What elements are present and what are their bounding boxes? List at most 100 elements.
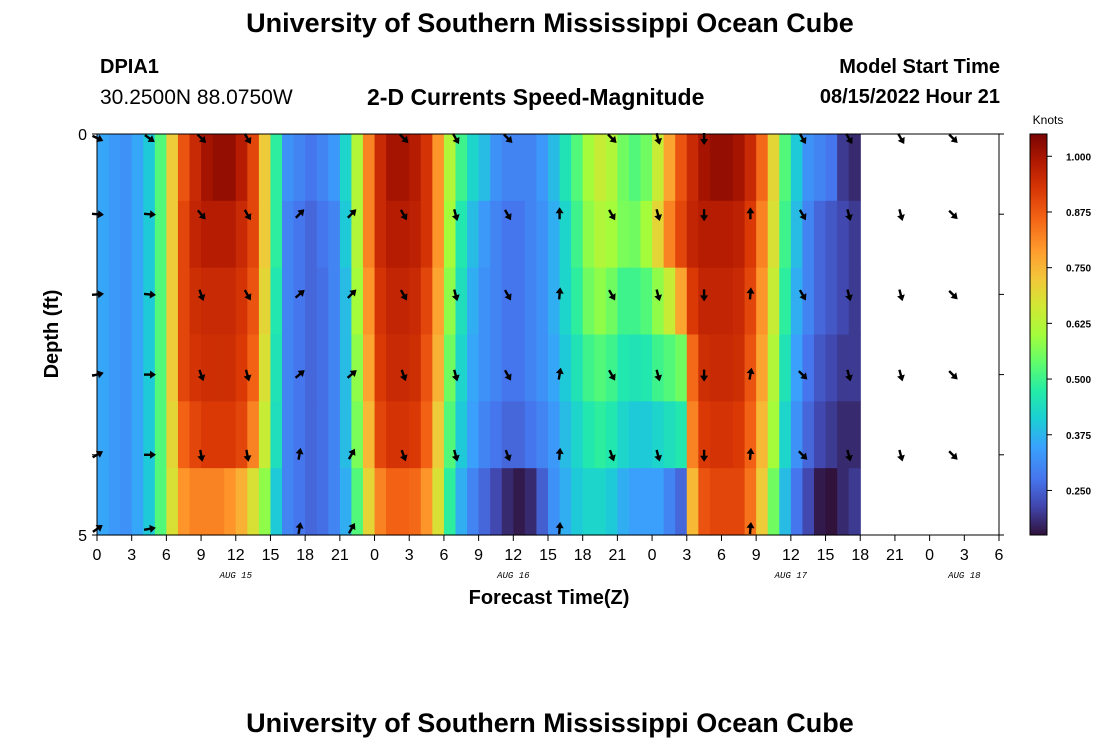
- heatmap-cell: [386, 468, 399, 536]
- heatmap-cell: [675, 134, 688, 202]
- current-vector: [243, 449, 252, 462]
- heatmap-cell: [686, 134, 699, 202]
- heatmap-cell: [536, 334, 549, 402]
- heatmap-cell: [779, 468, 792, 536]
- current-vector: [143, 210, 156, 219]
- heatmap-cell: [721, 468, 734, 536]
- heatmap-cell: [351, 267, 364, 336]
- heatmap-cell: [443, 468, 457, 536]
- heatmap-cell: [409, 200, 422, 269]
- main-title: University of Southern Mississippi Ocean…: [246, 8, 854, 38]
- current-vector: [399, 449, 408, 462]
- current-vector: [798, 370, 808, 380]
- heatmap-cell: [143, 200, 156, 269]
- heatmap-cell: [467, 267, 480, 336]
- heatmap-cell: [224, 134, 237, 202]
- heatmap-cell: [548, 200, 561, 269]
- current-vector: [347, 209, 357, 219]
- heatmap-cell: [189, 468, 202, 536]
- heatmap-cell: [374, 200, 387, 269]
- heatmap-cell: [756, 401, 769, 469]
- current-vector: [654, 289, 663, 302]
- current-vector: [144, 450, 156, 459]
- heatmap-cell: [212, 468, 225, 536]
- heatmap-cell: [756, 200, 769, 269]
- heatmap-cell: [663, 200, 676, 269]
- heatmap-cell: [443, 134, 457, 202]
- colorbar-scale: [1029, 133, 1048, 536]
- heatmap-cell: [825, 468, 838, 536]
- heatmap-cell: [328, 267, 341, 336]
- heatmap-cell: [802, 401, 815, 469]
- x-tick-label: 0: [648, 547, 657, 564]
- current-vector: [243, 133, 252, 145]
- heatmap-cell: [362, 468, 376, 536]
- heatmap-cell: [201, 468, 214, 536]
- heatmap-cell: [386, 334, 399, 402]
- current-vector: [143, 524, 156, 533]
- heatmap-cell: [177, 334, 191, 402]
- heatmap-cell: [108, 468, 121, 536]
- heatmap-cell: [663, 334, 676, 402]
- colorbar-tick-label: 0.500: [1066, 375, 1091, 386]
- heatmap-cell: [432, 334, 445, 402]
- heatmap-cell: [744, 401, 757, 469]
- x-tick-label: 3: [682, 547, 691, 564]
- heatmap-cell: [120, 134, 133, 202]
- current-vector: [798, 209, 807, 221]
- heatmap-cell: [212, 334, 225, 402]
- heatmap-cell: [790, 334, 804, 402]
- heatmap-cell: [524, 267, 538, 336]
- heatmap-cell: [605, 401, 618, 469]
- heatmap-cell: [409, 134, 422, 202]
- heatmap-cell: [571, 401, 584, 469]
- heatmap-cell: [120, 334, 133, 402]
- x-tick-label: 3: [127, 547, 136, 564]
- heatmap-cell: [733, 468, 746, 536]
- current-vector: [897, 369, 905, 382]
- heatmap-cell: [282, 200, 295, 269]
- heatmap-cell: [409, 468, 422, 536]
- heatmap-cell: [258, 267, 272, 336]
- current-vector: [451, 369, 460, 382]
- heatmap-cell: [293, 401, 306, 469]
- date-label: AUG 15: [219, 571, 253, 581]
- heatmap-cell: [698, 134, 711, 202]
- heatmap-cell: [571, 468, 584, 536]
- heatmap-cell: [594, 334, 607, 402]
- current-vector: [948, 370, 958, 380]
- current-vector: [948, 290, 958, 300]
- footer-title: University of Southern Mississippi Ocean…: [246, 708, 854, 738]
- heatmap-cell: [536, 200, 549, 269]
- heatmap-cell: [362, 267, 376, 336]
- heatmap-cell: [698, 200, 711, 269]
- heatmap-cell: [628, 334, 642, 402]
- heatmap-cell: [733, 401, 746, 469]
- heatmap-cell: [201, 401, 214, 469]
- heatmap-cell: [212, 267, 225, 336]
- heatmap-cell: [733, 134, 746, 202]
- heatmap-cell: [513, 267, 526, 336]
- heatmap-cell: [490, 134, 503, 202]
- heatmap-cell: [721, 401, 734, 469]
- current-vector: [845, 369, 853, 382]
- heatmap-cell: [617, 267, 630, 336]
- heatmap-cells: [97, 134, 861, 536]
- heatmap-cell: [455, 200, 468, 269]
- heatmap-cell: [628, 401, 642, 469]
- heatmap-cell: [131, 401, 144, 469]
- heatmap-cell: [848, 401, 861, 469]
- heatmap-cell: [189, 401, 202, 469]
- current-vector: [608, 209, 616, 221]
- x-tick-label: 18: [851, 547, 869, 564]
- heatmap-cell: [640, 334, 653, 402]
- y-tick-label: 0: [78, 127, 87, 144]
- heatmap-cell: [455, 468, 468, 536]
- colorbar-tick-label: 0.625: [1066, 319, 1091, 330]
- x-tick-label: 12: [504, 547, 522, 564]
- x-tick-label: 18: [574, 547, 592, 564]
- heatmap-cell: [432, 401, 445, 469]
- heatmap-cell: [293, 134, 306, 202]
- current-vector: [503, 133, 513, 143]
- heatmap-cell: [282, 134, 295, 202]
